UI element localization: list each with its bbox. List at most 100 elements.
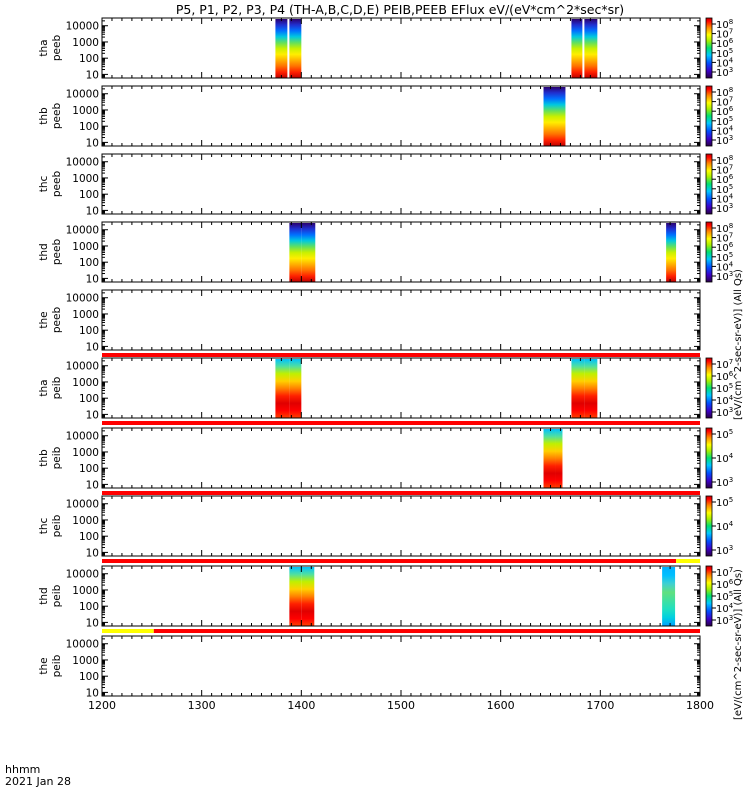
data-block [555, 429, 563, 488]
x-axis-label-hhmm: hhmm [5, 763, 40, 776]
data-block [571, 359, 585, 418]
colorbar [705, 221, 713, 283]
colorbar [705, 495, 713, 557]
plot-area [102, 18, 700, 78]
y-tick-label: 10 [86, 547, 99, 559]
y-tick-label: 10000 [66, 431, 99, 443]
colorbar [705, 153, 713, 215]
panel-label-product: peeb [51, 171, 63, 198]
colorbar-tick-label: 103 [716, 614, 733, 627]
data-block [301, 567, 315, 626]
y-tick-label: 1000 [72, 585, 99, 597]
y-tick-label: 10000 [66, 157, 99, 169]
panel-thb-peib: 10 100 1000 10000 thb peib 105 104 103 [38, 427, 734, 495]
y-tick-label: 10 [86, 69, 99, 81]
y-tick-label: 1000 [72, 37, 99, 49]
figure-title: P5, P1, P2, P3, P4 (TH-A,B,C,D,E) PEIB,P… [176, 2, 624, 17]
panel-label-probe: tha [38, 379, 50, 396]
panel-label-product: peib [51, 654, 63, 677]
y-tick-label: 10 [86, 617, 99, 629]
y-tick-label: 10 [86, 273, 99, 285]
panel-thc-peib: 10 100 1000 10000 thc peib 105 104 103 [38, 495, 734, 563]
data-block [275, 359, 290, 418]
plot-area [102, 636, 700, 696]
data-block [289, 223, 302, 282]
y-tick-label: 1000 [72, 173, 99, 185]
panel-the-peib: 10 100 1000 10000 the peib [38, 635, 701, 699]
y-tick-label: 10000 [66, 499, 99, 511]
colorbar-tick-label: 104 [716, 520, 734, 533]
y-tick-label: 10000 [66, 21, 99, 33]
panel-label-product: peib [51, 514, 63, 537]
y-tick-label: 1000 [72, 447, 99, 459]
y-tick-label: 10 [86, 341, 99, 353]
status-bar [153, 629, 700, 633]
panel-label-product: peeb [51, 307, 63, 334]
y-tick-label: 100 [79, 53, 99, 65]
y-tick-label: 10 [86, 409, 99, 421]
y-tick-label: 100 [79, 531, 99, 543]
panel-label-product: peeb [51, 239, 63, 266]
x-tick-label: 1700 [586, 699, 614, 712]
x-tick-label: 1300 [188, 699, 216, 712]
status-bar [102, 559, 677, 563]
y-tick-label: 10000 [66, 293, 99, 305]
colorbar [705, 17, 713, 79]
y-tick-label: 100 [79, 671, 99, 683]
panel-label-product: peeb [51, 35, 63, 62]
y-tick-label: 1000 [72, 515, 99, 527]
colorbar [705, 357, 713, 419]
status-bar-yellow [676, 559, 700, 563]
data-block [289, 19, 302, 78]
y-tick-label: 100 [79, 463, 99, 475]
plot-area [102, 86, 700, 146]
plot-area [102, 358, 700, 418]
y-tick-label: 1000 [72, 309, 99, 321]
plot-area [102, 496, 700, 556]
colorbar [705, 85, 713, 147]
y-tick-label: 10000 [66, 569, 99, 581]
panel-label-probe: the [38, 311, 50, 328]
plot-area [102, 290, 700, 350]
data-block [662, 567, 676, 626]
y-tick-label: 100 [79, 393, 99, 405]
x-tick-label: 1200 [88, 699, 116, 712]
colorbar-tick-label: 105 [716, 428, 733, 441]
y-tick-label: 10000 [66, 361, 99, 373]
x-tick-label: 1800 [686, 699, 714, 712]
colorbar-tick-label: 104 [716, 452, 734, 465]
y-tick-label: 100 [79, 325, 99, 337]
data-block [543, 429, 556, 488]
plot-area [102, 566, 700, 626]
colorbar-tick-label: 103 [716, 66, 733, 79]
plot-area [102, 222, 700, 282]
panel-label-probe: the [38, 657, 50, 674]
x-axis-label-date: 2021 Jan 28 [5, 775, 71, 788]
data-block [275, 19, 288, 78]
y-tick-label: 10 [86, 479, 99, 491]
x-tick-label: 1400 [287, 699, 315, 712]
y-tick-label: 10000 [66, 639, 99, 651]
panel-label-product: peib [51, 376, 63, 399]
data-block [584, 19, 598, 78]
y-tick-label: 1000 [72, 655, 99, 667]
y-tick-label: 1000 [72, 105, 99, 117]
y-tick-label: 10 [86, 137, 99, 149]
y-tick-label: 10000 [66, 225, 99, 237]
panel-label-product: peib [51, 584, 63, 607]
data-block [301, 223, 316, 282]
data-block [571, 19, 583, 78]
panel-label-product: peeb [51, 103, 63, 130]
panel-label-probe: thb [38, 107, 50, 125]
data-block [584, 359, 598, 418]
colorbar-tick-label: 105 [716, 496, 733, 509]
colorbar-tick-label: 103 [716, 476, 733, 489]
colorbar-unit-label-bottom: [eV/(cm^2-sec-sr-eV)] (All Qs) [733, 569, 744, 720]
y-tick-label: 10 [86, 687, 99, 699]
x-tick-label: 1500 [387, 699, 415, 712]
panel-label-probe: thd [38, 587, 50, 604]
y-tick-label: 100 [79, 189, 99, 201]
